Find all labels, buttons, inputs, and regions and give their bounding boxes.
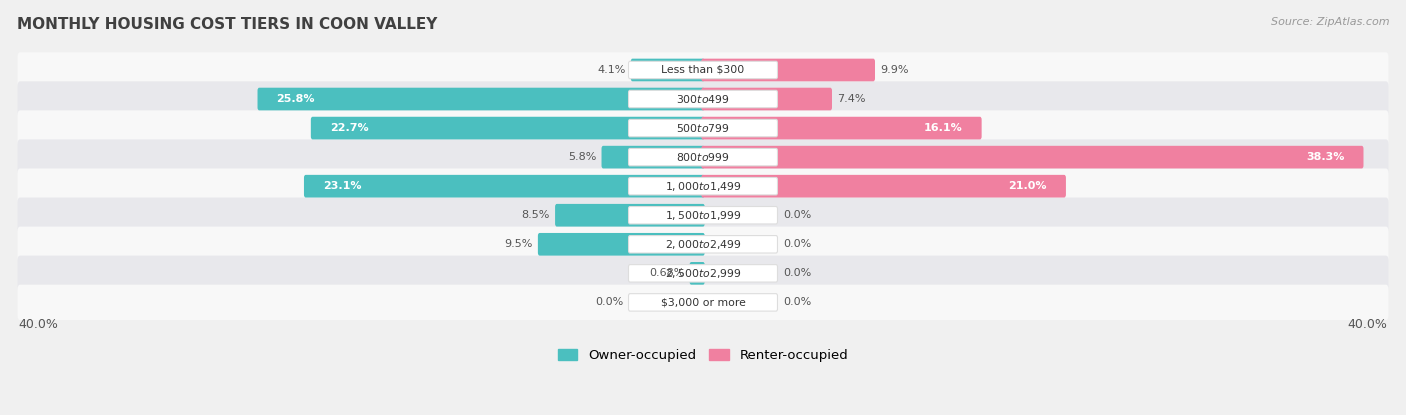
Text: 22.7%: 22.7% bbox=[330, 123, 368, 133]
Text: 4.1%: 4.1% bbox=[598, 65, 626, 75]
Text: 0.68%: 0.68% bbox=[650, 269, 685, 278]
Text: 9.5%: 9.5% bbox=[505, 239, 533, 249]
Text: 0.0%: 0.0% bbox=[595, 298, 623, 308]
Text: $1,500 to $1,999: $1,500 to $1,999 bbox=[665, 209, 741, 222]
Text: $300 to $499: $300 to $499 bbox=[676, 93, 730, 105]
Text: MONTHLY HOUSING COST TIERS IN COON VALLEY: MONTHLY HOUSING COST TIERS IN COON VALLE… bbox=[17, 17, 437, 32]
FancyBboxPatch shape bbox=[628, 149, 778, 166]
Text: $3,000 or more: $3,000 or more bbox=[661, 298, 745, 308]
FancyBboxPatch shape bbox=[628, 236, 778, 253]
Text: 8.5%: 8.5% bbox=[522, 210, 550, 220]
FancyBboxPatch shape bbox=[18, 256, 1388, 291]
Text: $800 to $999: $800 to $999 bbox=[676, 151, 730, 163]
FancyBboxPatch shape bbox=[18, 81, 1388, 117]
FancyBboxPatch shape bbox=[628, 207, 778, 224]
Text: 25.8%: 25.8% bbox=[277, 94, 315, 104]
Text: 0.0%: 0.0% bbox=[783, 239, 811, 249]
FancyBboxPatch shape bbox=[18, 139, 1388, 175]
FancyBboxPatch shape bbox=[555, 204, 704, 227]
Text: $500 to $799: $500 to $799 bbox=[676, 122, 730, 134]
FancyBboxPatch shape bbox=[702, 117, 981, 139]
FancyBboxPatch shape bbox=[311, 117, 704, 139]
FancyBboxPatch shape bbox=[702, 88, 832, 110]
Text: 0.0%: 0.0% bbox=[783, 269, 811, 278]
FancyBboxPatch shape bbox=[628, 265, 778, 282]
FancyBboxPatch shape bbox=[18, 52, 1388, 88]
FancyBboxPatch shape bbox=[702, 59, 875, 81]
FancyBboxPatch shape bbox=[304, 175, 704, 198]
FancyBboxPatch shape bbox=[538, 233, 704, 256]
Legend: Owner-occupied, Renter-occupied: Owner-occupied, Renter-occupied bbox=[553, 343, 853, 367]
FancyBboxPatch shape bbox=[702, 175, 1066, 198]
FancyBboxPatch shape bbox=[628, 178, 778, 195]
FancyBboxPatch shape bbox=[18, 285, 1388, 320]
FancyBboxPatch shape bbox=[628, 90, 778, 108]
FancyBboxPatch shape bbox=[18, 168, 1388, 204]
FancyBboxPatch shape bbox=[18, 227, 1388, 262]
Text: 40.0%: 40.0% bbox=[18, 317, 58, 331]
FancyBboxPatch shape bbox=[18, 110, 1388, 146]
Text: $2,000 to $2,499: $2,000 to $2,499 bbox=[665, 238, 741, 251]
Text: $2,500 to $2,999: $2,500 to $2,999 bbox=[665, 267, 741, 280]
FancyBboxPatch shape bbox=[602, 146, 704, 168]
FancyBboxPatch shape bbox=[689, 262, 704, 285]
Text: 38.3%: 38.3% bbox=[1306, 152, 1344, 162]
Text: 23.1%: 23.1% bbox=[323, 181, 361, 191]
FancyBboxPatch shape bbox=[18, 198, 1388, 233]
Text: 21.0%: 21.0% bbox=[1008, 181, 1047, 191]
Text: 16.1%: 16.1% bbox=[924, 123, 963, 133]
Text: 40.0%: 40.0% bbox=[1348, 317, 1388, 331]
Text: 9.9%: 9.9% bbox=[880, 65, 908, 75]
Text: Source: ZipAtlas.com: Source: ZipAtlas.com bbox=[1271, 17, 1389, 27]
Text: $1,000 to $1,499: $1,000 to $1,499 bbox=[665, 180, 741, 193]
FancyBboxPatch shape bbox=[628, 294, 778, 311]
Text: 0.0%: 0.0% bbox=[783, 210, 811, 220]
Text: 7.4%: 7.4% bbox=[837, 94, 866, 104]
FancyBboxPatch shape bbox=[628, 120, 778, 137]
FancyBboxPatch shape bbox=[631, 59, 704, 81]
FancyBboxPatch shape bbox=[257, 88, 704, 110]
FancyBboxPatch shape bbox=[702, 146, 1364, 168]
Text: 0.0%: 0.0% bbox=[783, 298, 811, 308]
FancyBboxPatch shape bbox=[628, 61, 778, 79]
Text: 5.8%: 5.8% bbox=[568, 152, 596, 162]
Text: Less than $300: Less than $300 bbox=[661, 65, 745, 75]
